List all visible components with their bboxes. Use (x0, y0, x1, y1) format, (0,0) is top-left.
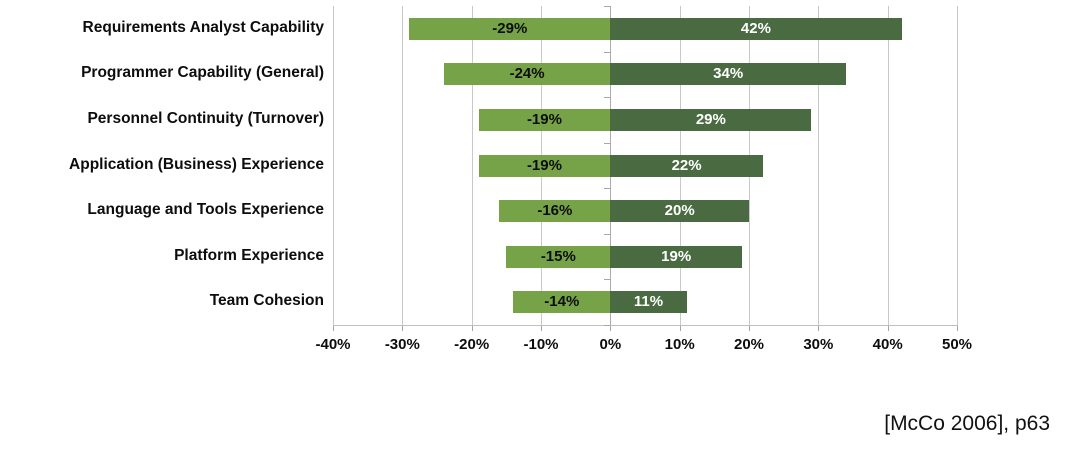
x-axis-tick-mark (333, 325, 334, 331)
positive-bar: 34% (610, 63, 847, 86)
x-axis-tick-label: -10% (523, 336, 559, 353)
gridline (402, 6, 404, 325)
category-label: Requirements Analyst Capability (82, 18, 324, 36)
x-axis-tick-mark (887, 325, 889, 331)
negative-bar: -19% (478, 154, 611, 177)
positive-bar: 11% (610, 291, 687, 314)
negative-bar: -15% (506, 245, 611, 268)
category-label: Platform Experience (174, 246, 324, 264)
x-axis-tick-mark (471, 325, 473, 331)
x-axis-tick-label: -40% (315, 336, 351, 353)
x-axis-tick-label: 20% (733, 336, 765, 353)
category-axis-tick-mark (604, 279, 611, 281)
x-axis-tick-mark (749, 325, 750, 331)
category-axis-tick-mark (604, 6, 611, 7)
source-caption: [McCo 2006], p63 (884, 412, 1050, 435)
category-axis-tick-mark (604, 51, 611, 53)
positive-bar: 29% (610, 108, 812, 131)
gridline (818, 6, 820, 325)
negative-bar: -16% (499, 200, 611, 223)
x-axis-tick-label: 50% (941, 336, 973, 353)
gridline (471, 6, 473, 325)
x-axis-tick-label: 0% (599, 336, 622, 353)
category-label: Team Cohesion (209, 292, 324, 310)
gridline (887, 6, 889, 325)
x-axis-tick-mark (402, 325, 404, 331)
positive-bar: 19% (610, 245, 743, 268)
category-label: Language and Tools Experience (87, 201, 324, 219)
x-axis-line (333, 325, 958, 326)
x-axis-tick-mark (957, 325, 958, 331)
category-label: Personnel Continuity (Turnover) (87, 109, 324, 127)
positive-bar: 42% (610, 17, 902, 40)
negative-bar: -29% (409, 17, 611, 40)
gridline (333, 6, 334, 325)
category-axis-tick-mark (604, 142, 611, 144)
x-axis-tick-label: -20% (454, 336, 490, 353)
x-axis-tick-label: -30% (384, 336, 420, 353)
x-axis-tick-mark (679, 325, 681, 331)
category-label: Application (Business) Experience (69, 155, 324, 173)
category-label: Programmer Capability (General) (81, 64, 324, 82)
x-axis-tick-label: 30% (803, 336, 834, 353)
positive-bar: 20% (610, 200, 749, 223)
x-axis-tick-label: 10% (664, 336, 695, 353)
category-axis-tick-mark (604, 233, 611, 235)
category-axis-tick-mark (604, 97, 611, 99)
negative-bar: -14% (513, 291, 611, 314)
gridline (957, 6, 958, 325)
positive-bar: 22% (610, 154, 763, 177)
negative-bar: -19% (478, 108, 611, 131)
x-axis-tick-mark (541, 325, 542, 331)
x-axis-tick-mark (610, 325, 612, 331)
negative-bar: -24% (443, 63, 611, 86)
x-axis-tick-mark (818, 325, 820, 331)
category-axis-tick-mark (604, 188, 611, 190)
category-axis-tick-mark (604, 325, 611, 326)
x-axis-tick-label: 40% (872, 336, 903, 353)
